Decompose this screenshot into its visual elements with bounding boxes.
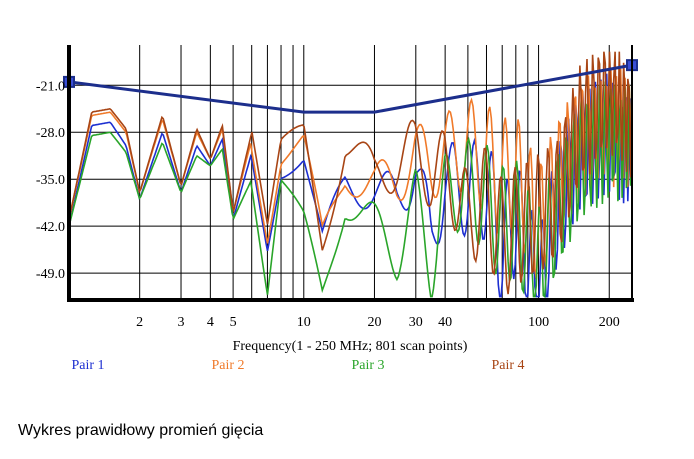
legend: Pair 1 Pair 2 Pair 3 Pair 4 (71, 358, 524, 373)
y-tick-label: -21.0 (36, 79, 65, 94)
grid (69, 45, 632, 300)
y-tick-labels: -21.0 -28.0 -35.0 -42.0 -49.0 (36, 79, 65, 282)
x-tick-label: 10 (297, 315, 311, 330)
x-tick-label: 2 (136, 315, 143, 330)
x-tick-label: 4 (207, 315, 214, 330)
y-tick-label: -35.0 (36, 173, 65, 188)
x-axis-label: Frequency(1 - 250 MHz; 801 scan points) (233, 339, 468, 354)
series-line-3 (68, 81, 633, 299)
x-tick-label: 20 (367, 315, 381, 330)
legend-entry-3: Pair 3 (351, 358, 384, 373)
series-line-1 (68, 73, 633, 298)
x-tick-label: 40 (438, 315, 452, 330)
x-tick-label: 5 (230, 315, 237, 330)
legend-entry-4: Pair 4 (491, 358, 524, 373)
figure-caption: Wykres prawidłowy promień gięcia (18, 422, 264, 439)
y-tick-label: -42.0 (36, 220, 65, 235)
legend-entry-1: Pair 1 (71, 358, 104, 373)
x-tick-labels: 2 3 4 5 10 20 30 40 100 200 (136, 315, 620, 330)
legend-entry-2: Pair 2 (211, 358, 244, 373)
y-tick-label: -28.0 (36, 126, 65, 141)
y-tick-label: -49.0 (36, 267, 65, 282)
x-tick-label: 3 (178, 315, 185, 330)
x-tick-label: 200 (599, 315, 620, 330)
axes (67, 45, 634, 302)
series-group (68, 51, 633, 299)
x-tick-label: 30 (409, 315, 423, 330)
limit-line-group (63, 59, 638, 114)
series-line-4 (68, 51, 633, 295)
limit-line (68, 63, 633, 114)
x-tick-label: 100 (528, 315, 549, 330)
